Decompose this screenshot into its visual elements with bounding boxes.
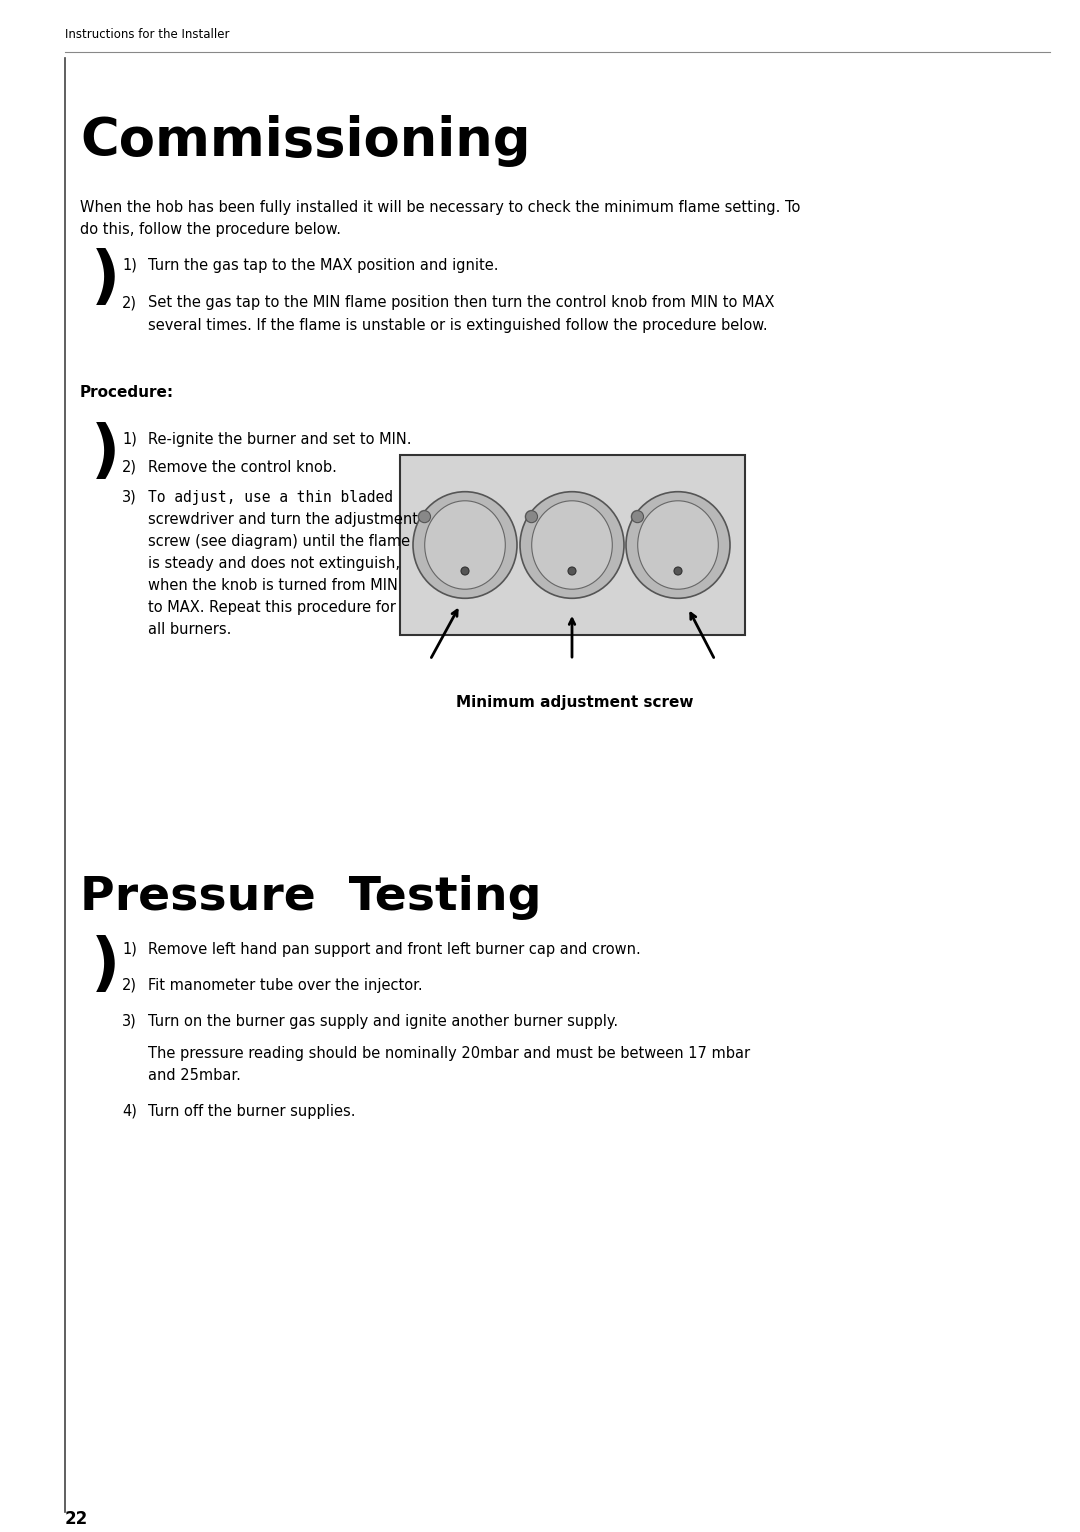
Text: screw (see diagram) until the flame: screw (see diagram) until the flame	[148, 535, 410, 548]
Ellipse shape	[626, 492, 730, 599]
Text: ): )	[91, 248, 120, 309]
Circle shape	[461, 567, 469, 574]
Text: When the hob has been fully installed it will be necessary to check the minimum : When the hob has been fully installed it…	[80, 201, 800, 214]
Text: To adjust, use a thin bladed: To adjust, use a thin bladed	[148, 490, 393, 506]
Text: Turn on the burner gas supply and ignite another burner supply.: Turn on the burner gas supply and ignite…	[148, 1014, 618, 1030]
Text: 1): 1)	[122, 942, 137, 958]
Text: 4): 4)	[122, 1105, 137, 1118]
Text: several times. If the flame is unstable or is extinguished follow the procedure : several times. If the flame is unstable …	[148, 319, 768, 332]
Text: Pressure  Testing: Pressure Testing	[80, 875, 541, 921]
Circle shape	[632, 510, 644, 522]
Text: 2): 2)	[122, 977, 137, 993]
Text: Commissioning: Commissioning	[80, 115, 530, 167]
Ellipse shape	[424, 501, 505, 590]
Text: is steady and does not extinguish,: is steady and does not extinguish,	[148, 556, 400, 571]
Text: to MAX. Repeat this procedure for: to MAX. Repeat this procedure for	[148, 601, 396, 614]
Text: 3): 3)	[122, 490, 137, 506]
Circle shape	[526, 510, 538, 522]
Circle shape	[419, 510, 431, 522]
Circle shape	[674, 567, 681, 574]
Text: 1): 1)	[122, 432, 137, 447]
Text: Minimum adjustment screw: Minimum adjustment screw	[456, 696, 693, 709]
Text: Fit manometer tube over the injector.: Fit manometer tube over the injector.	[148, 977, 422, 993]
Text: 3): 3)	[122, 1014, 137, 1030]
Text: The pressure reading should be nominally 20mbar and must be between 17 mbar: The pressure reading should be nominally…	[148, 1046, 751, 1062]
Text: 2): 2)	[122, 460, 137, 475]
Text: ): )	[91, 421, 120, 484]
Text: Procedure:: Procedure:	[80, 385, 174, 400]
Text: do this, follow the procedure below.: do this, follow the procedure below.	[80, 222, 341, 237]
Ellipse shape	[637, 501, 718, 590]
Text: all burners.: all burners.	[148, 622, 231, 637]
Text: 1): 1)	[122, 257, 137, 273]
Ellipse shape	[413, 492, 517, 599]
Ellipse shape	[519, 492, 624, 599]
Text: Re-ignite the burner and set to MIN.: Re-ignite the burner and set to MIN.	[148, 432, 411, 447]
Text: screwdriver and turn the adjustment: screwdriver and turn the adjustment	[148, 512, 418, 527]
Bar	[400, 455, 745, 634]
Ellipse shape	[531, 501, 612, 590]
Text: Turn off the burner supplies.: Turn off the burner supplies.	[148, 1105, 355, 1118]
Text: and 25mbar.: and 25mbar.	[148, 1068, 241, 1083]
Text: 2): 2)	[122, 296, 137, 309]
Text: Remove left hand pan support and front left burner cap and crown.: Remove left hand pan support and front l…	[148, 942, 640, 958]
Text: Turn the gas tap to the MAX position and ignite.: Turn the gas tap to the MAX position and…	[148, 257, 499, 273]
Text: Instructions for the Installer: Instructions for the Installer	[65, 28, 229, 41]
Text: Remove the control knob.: Remove the control knob.	[148, 460, 337, 475]
Text: ): )	[91, 935, 120, 997]
Text: Set the gas tap to the MIN flame position then turn the control knob from MIN to: Set the gas tap to the MIN flame positio…	[148, 296, 774, 309]
Text: 22: 22	[65, 1511, 89, 1527]
Circle shape	[568, 567, 576, 574]
Text: when the knob is turned from MIN: when the knob is turned from MIN	[148, 578, 397, 593]
